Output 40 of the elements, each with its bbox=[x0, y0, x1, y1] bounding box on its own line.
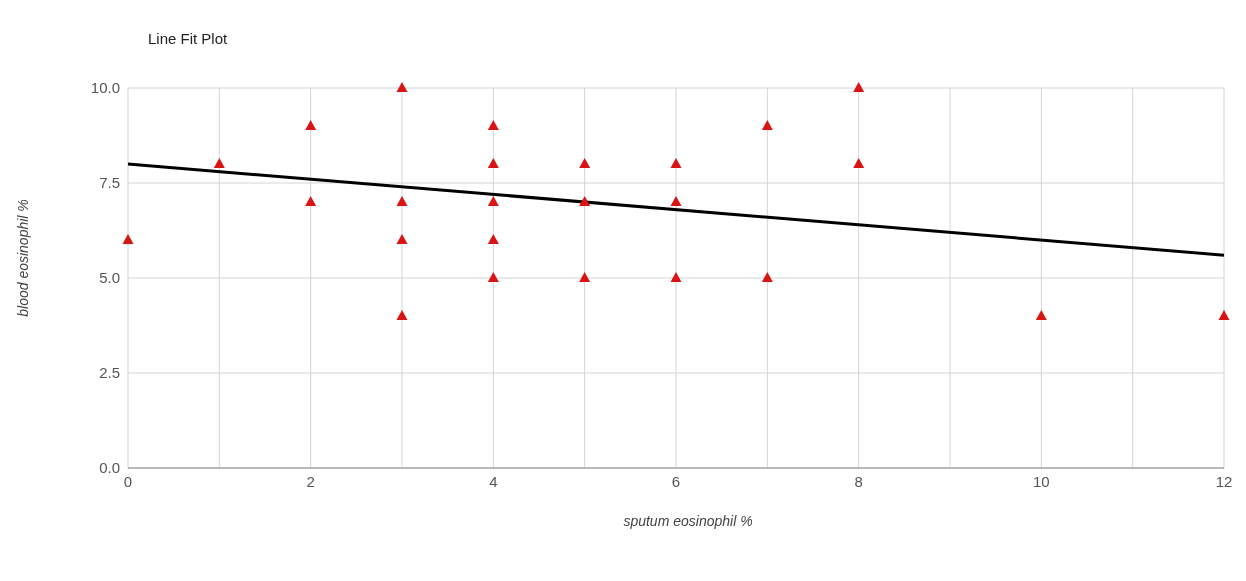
x-axis-title: sputum eosinophil % bbox=[622, 513, 754, 529]
point bbox=[1218, 310, 1230, 320]
point bbox=[122, 234, 134, 244]
point bbox=[396, 234, 408, 244]
point bbox=[487, 196, 499, 206]
chart-title: Line Fit Plot bbox=[148, 30, 228, 47]
point bbox=[396, 82, 408, 92]
point bbox=[487, 158, 499, 168]
point bbox=[396, 310, 408, 320]
y-tick-label: 2.5 bbox=[99, 364, 120, 382]
point bbox=[487, 272, 499, 282]
point bbox=[670, 158, 682, 168]
x-tick-label: 12 bbox=[1215, 472, 1233, 490]
point bbox=[579, 196, 591, 206]
point bbox=[1035, 310, 1047, 320]
x-tick-label: 0 bbox=[123, 472, 133, 490]
point bbox=[579, 158, 591, 168]
point bbox=[305, 120, 317, 130]
point bbox=[213, 158, 225, 168]
point bbox=[761, 272, 773, 282]
point bbox=[579, 272, 591, 282]
x-tick-label: 8 bbox=[854, 472, 863, 490]
point bbox=[670, 272, 682, 282]
x-tick-label: 2 bbox=[306, 472, 315, 490]
x-tick-label: 6 bbox=[671, 472, 681, 490]
x-tick-label: 10 bbox=[1032, 472, 1050, 490]
point bbox=[396, 196, 408, 206]
point bbox=[670, 196, 682, 206]
y-tick-label: 7.5 bbox=[99, 174, 120, 192]
y-tick-label: 0.0 bbox=[99, 459, 120, 477]
point bbox=[487, 234, 499, 244]
point bbox=[853, 82, 865, 92]
point bbox=[761, 120, 773, 130]
point bbox=[487, 120, 499, 130]
point bbox=[853, 158, 865, 168]
y-tick-label: 5.0 bbox=[99, 269, 120, 287]
x-tick-label: 4 bbox=[489, 472, 498, 490]
point bbox=[305, 196, 317, 206]
y-axis-title: blood eosinophil % bbox=[15, 199, 31, 317]
y-tick-label: 10.0 bbox=[90, 79, 120, 97]
